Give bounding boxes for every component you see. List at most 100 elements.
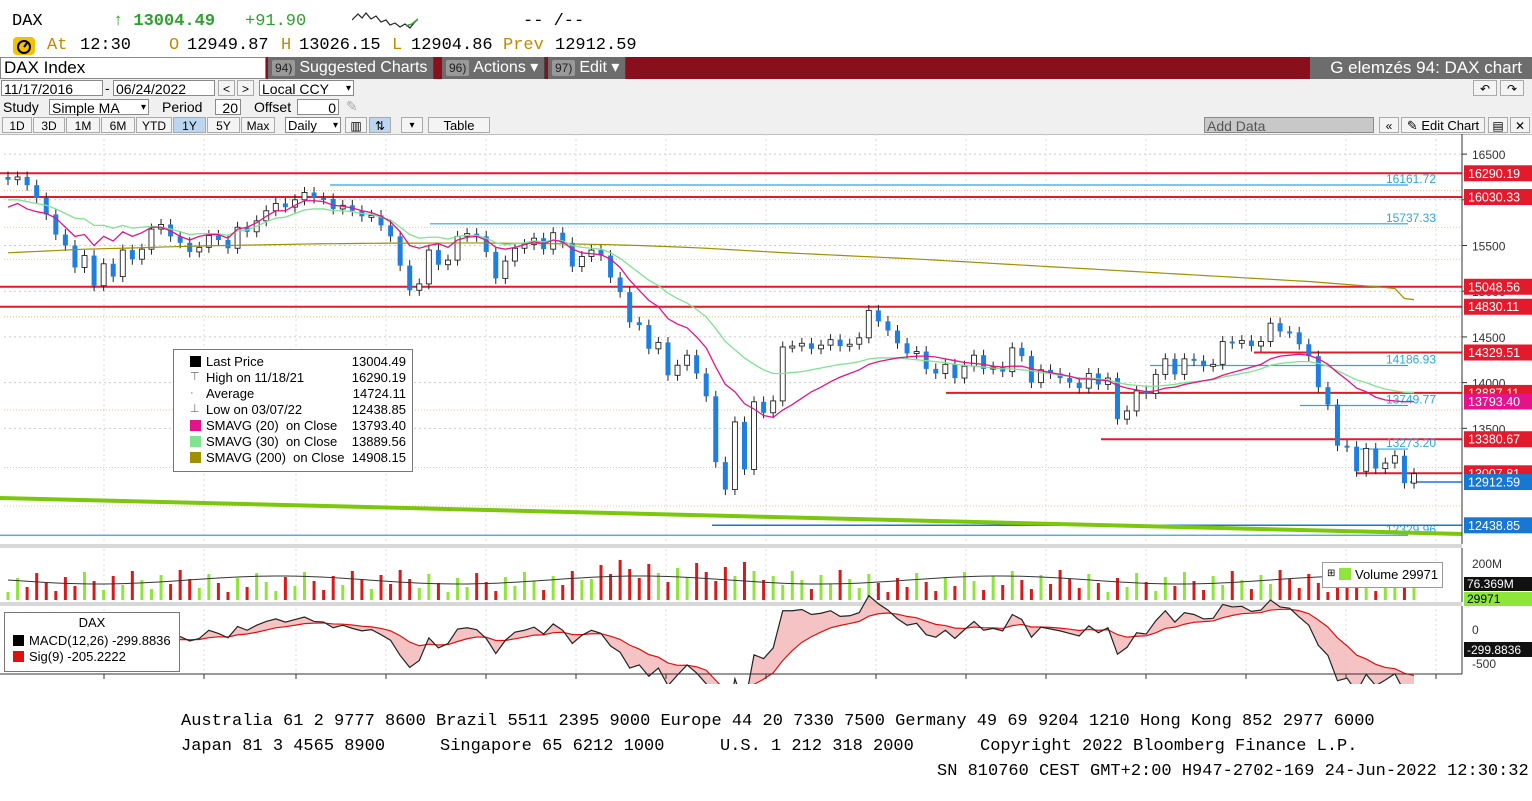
range-max-button[interactable]: Max: [241, 117, 275, 133]
volume-bar: [398, 570, 402, 600]
candle-up: [961, 365, 968, 379]
volume-bar: [264, 582, 268, 600]
start-date-input[interactable]: 11/17/2016: [1, 80, 103, 97]
volume-bar: [475, 573, 479, 600]
range-ytd-button[interactable]: YTD: [136, 117, 172, 133]
volume-bar: [1096, 583, 1100, 600]
volume-bar: [924, 582, 928, 600]
candle-up: [798, 342, 805, 347]
line-type-icon[interactable]: ⇅: [369, 117, 391, 133]
price-tag: [1464, 189, 1532, 206]
frequency-select[interactable]: Daily ▾: [285, 117, 341, 133]
add-data-input[interactable]: Add Data: [1204, 117, 1374, 134]
candle-down: [617, 277, 623, 293]
footer-line1: Australia 61 2 9777 8600 Brazil 5511 239…: [181, 712, 1375, 731]
volume-bar: [647, 564, 651, 600]
candle-down: [24, 176, 30, 186]
undo-icon[interactable]: ↶: [1473, 80, 1497, 96]
offset-input[interactable]: 0: [297, 99, 339, 116]
edit-chart-button[interactable]: ✎ Edit Chart: [1401, 117, 1485, 133]
macd-tag-label: -299.8836: [1467, 643, 1521, 657]
volume-bar: [503, 577, 507, 600]
candle-type-icon[interactable]: ▥: [345, 117, 367, 133]
volume-bar: [408, 579, 412, 600]
price-chart[interactable]: 16161.72 15737.33 14186.93 13749.77 13273.20…: [0, 134, 1532, 684]
candle-up: [1219, 341, 1226, 365]
prev-value: 12912.59: [555, 36, 637, 55]
range-3d-button[interactable]: 3D: [33, 117, 65, 133]
candle-up: [818, 344, 824, 350]
sma20-line: [7, 200, 1415, 419]
macd-legend[interactable]: DAX MACD(12,26) -299.8836 Sig(9) -205.222…: [4, 612, 180, 672]
security-field[interactable]: DAX Index: [0, 57, 266, 79]
open-value: 12949.87: [187, 36, 269, 55]
close-icon[interactable]: ✕: [1510, 117, 1530, 133]
volume-bar: [245, 587, 249, 600]
volume-bar: [513, 586, 517, 600]
candle-down: [321, 197, 327, 200]
macd-legend-row: Sig(9) -205.2222: [29, 649, 126, 664]
volume-bar: [360, 580, 364, 600]
volume-bar: [140, 580, 144, 600]
table-button[interactable]: Table: [428, 117, 490, 133]
candle-down: [636, 322, 642, 326]
collapse-icon[interactable]: «: [1379, 117, 1399, 133]
candle-down: [110, 263, 116, 277]
volume-bar: [972, 581, 976, 600]
range-5y-button[interactable]: 5Y: [207, 117, 240, 133]
macd-legend-title: DAX: [78, 615, 106, 630]
price-tag-label: 13793.40: [1468, 395, 1520, 409]
candle-up: [148, 228, 155, 250]
price-tag-label: 14830.11: [1468, 300, 1519, 314]
candle-down: [694, 355, 700, 374]
chevron-right-icon[interactable]: >: [237, 80, 254, 96]
volume-bar: [149, 589, 153, 600]
volume-bar: [1135, 573, 1139, 600]
range-1m-button[interactable]: 1M: [66, 117, 100, 133]
volume-bar: [915, 573, 919, 600]
pencil-icon[interactable]: ✎: [346, 98, 358, 114]
candle-up: [138, 248, 145, 260]
volume-bar: [1173, 586, 1177, 600]
volume-bar: [1029, 589, 1033, 600]
x-tick-label: Jan 31: [468, 682, 504, 684]
candle-up: [425, 249, 432, 285]
candle-up: [272, 203, 279, 212]
range-1d-button[interactable]: 1D: [2, 117, 32, 133]
actions-button[interactable]: 96) Actions ▾: [442, 57, 546, 79]
volume-bar: [1001, 585, 1005, 600]
end-date-input[interactable]: 06/24/2022: [113, 80, 215, 97]
volume-bar: [446, 592, 450, 600]
volume-bar: [762, 580, 766, 600]
candle-up: [731, 421, 738, 491]
candle-up: [1267, 322, 1274, 342]
chevron-left-icon[interactable]: <: [218, 80, 235, 96]
candle-down: [187, 242, 193, 252]
edit-button[interactable]: 97) Edit ▾: [548, 57, 627, 79]
macd-tick-label: -500: [1472, 657, 1496, 671]
candle-down: [808, 343, 814, 349]
range-6m-button[interactable]: 6M: [101, 117, 135, 133]
volume-bar: [303, 572, 307, 600]
price-legend[interactable]: Last Price 13004.49 ⊤ High on 11/18/21 16290…: [173, 349, 413, 472]
chart-type-dropdown-icon[interactable]: ▾: [401, 117, 423, 133]
volume-bar: [73, 586, 77, 600]
period-input[interactable]: 20: [215, 99, 241, 116]
volume-bar: [886, 592, 890, 600]
moving-averages: [7, 199, 1415, 419]
range-1y-button[interactable]: 1Y: [173, 117, 206, 133]
currency-select[interactable]: Local CCY ▾: [259, 80, 354, 97]
candle-down: [627, 292, 633, 323]
volume-legend[interactable]: ⊞ Volume 29971: [1322, 562, 1443, 588]
macd-histogram-fill: [8, 595, 1414, 684]
chart-settings-icon[interactable]: ▤: [1488, 117, 1508, 133]
candle-up: [81, 255, 88, 268]
suggested-charts-button[interactable]: 94) Suggested Charts: [268, 57, 435, 79]
realtime-icon: [13, 37, 35, 55]
candle-down: [1277, 323, 1283, 332]
volume-bar: [1335, 578, 1339, 600]
study-select[interactable]: Simple MA ▾: [49, 99, 149, 116]
at-label: At: [47, 36, 68, 55]
redo-icon[interactable]: ↷: [1500, 80, 1524, 96]
